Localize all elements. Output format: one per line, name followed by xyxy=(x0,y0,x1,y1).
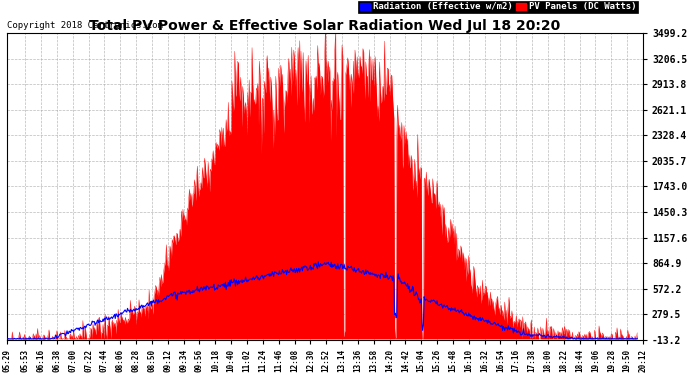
Title: Total PV Power & Effective Solar Radiation Wed Jul 18 20:20: Total PV Power & Effective Solar Radiati… xyxy=(90,19,561,33)
Legend: Radiation (Effective w/m2), PV Panels (DC Watts): Radiation (Effective w/m2), PV Panels (D… xyxy=(358,1,638,13)
Text: Copyright 2018 Cartronics.com: Copyright 2018 Cartronics.com xyxy=(8,21,163,30)
